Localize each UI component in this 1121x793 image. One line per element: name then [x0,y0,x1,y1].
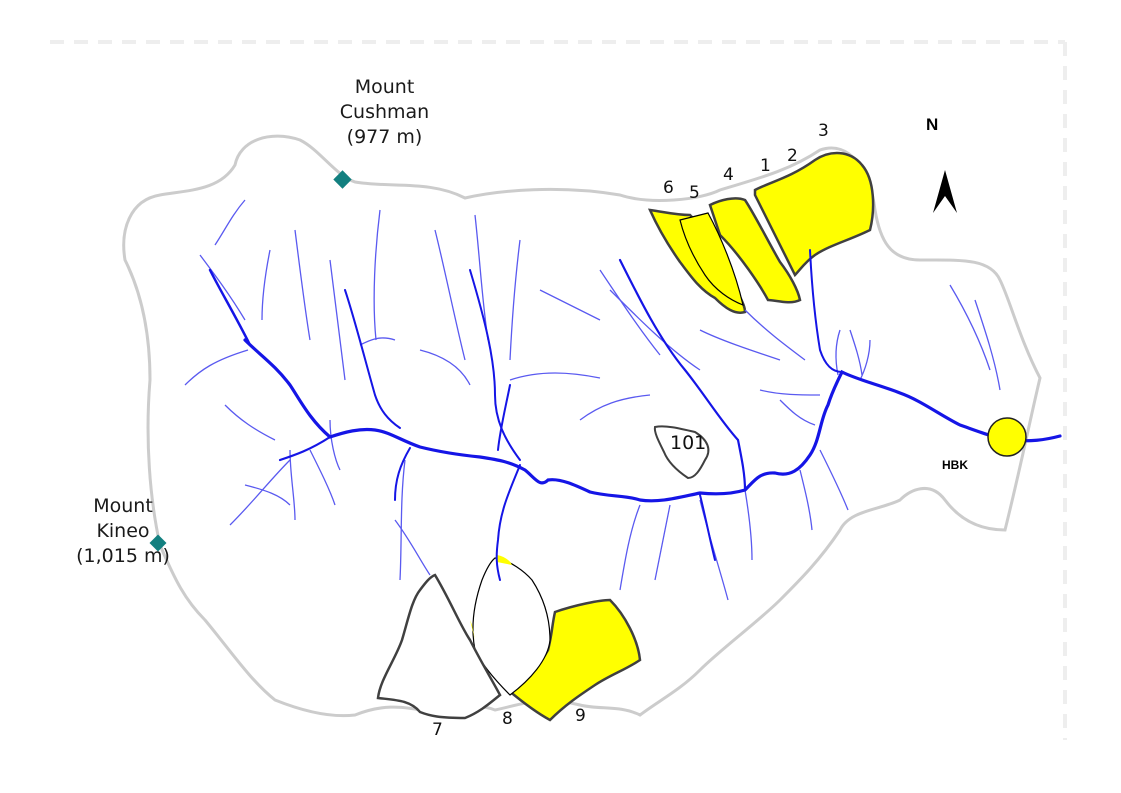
peak-elevation: (977 m) [346,126,423,148]
watershed-8-edge [470,555,512,640]
watershed-label-101: 101 [670,432,707,454]
watershed-5-inner [679,212,744,306]
watershed-label-7: 7 [432,720,443,740]
gauge-label: HBK [942,458,968,472]
watershed-label-5: 5 [689,183,700,203]
gauge-marker [987,417,1027,457]
watershed-1-2-3 [753,151,875,278]
watershed-label-3: 3 [818,121,829,141]
watershed-101 [653,425,710,480]
main-streams [208,249,1062,581]
peak-name-line1: Mount [93,495,153,517]
peak-name-line2: Cushman [339,101,430,123]
north-label: N [926,115,939,134]
north-arrow-icon [933,170,957,213]
peak-label-kineo: Mount Kineo (1,015 m) [58,494,188,569]
watershed-label-6: 6 [663,178,674,198]
peak-name-line2: Kineo [96,520,150,542]
peak-name-line1: Mount [354,76,415,98]
watershed-label-9: 9 [575,706,586,726]
peak-marker-cushman [333,170,352,189]
watershed-8 [472,557,551,696]
peak-elevation: (1,015 m) [76,545,170,567]
minor-streams [184,199,1001,601]
watershed-label-4: 4 [723,165,734,185]
peak-label-cushman: Mount Cushman (977 m) [322,75,447,150]
watershed-label-8: 8 [502,709,513,729]
watershed-label-2: 2 [787,146,798,166]
peak-marker-kineo [149,534,167,552]
watershed-4 [708,197,802,304]
watershed-label-1: 1 [760,156,771,176]
watershed-7 [376,573,502,720]
